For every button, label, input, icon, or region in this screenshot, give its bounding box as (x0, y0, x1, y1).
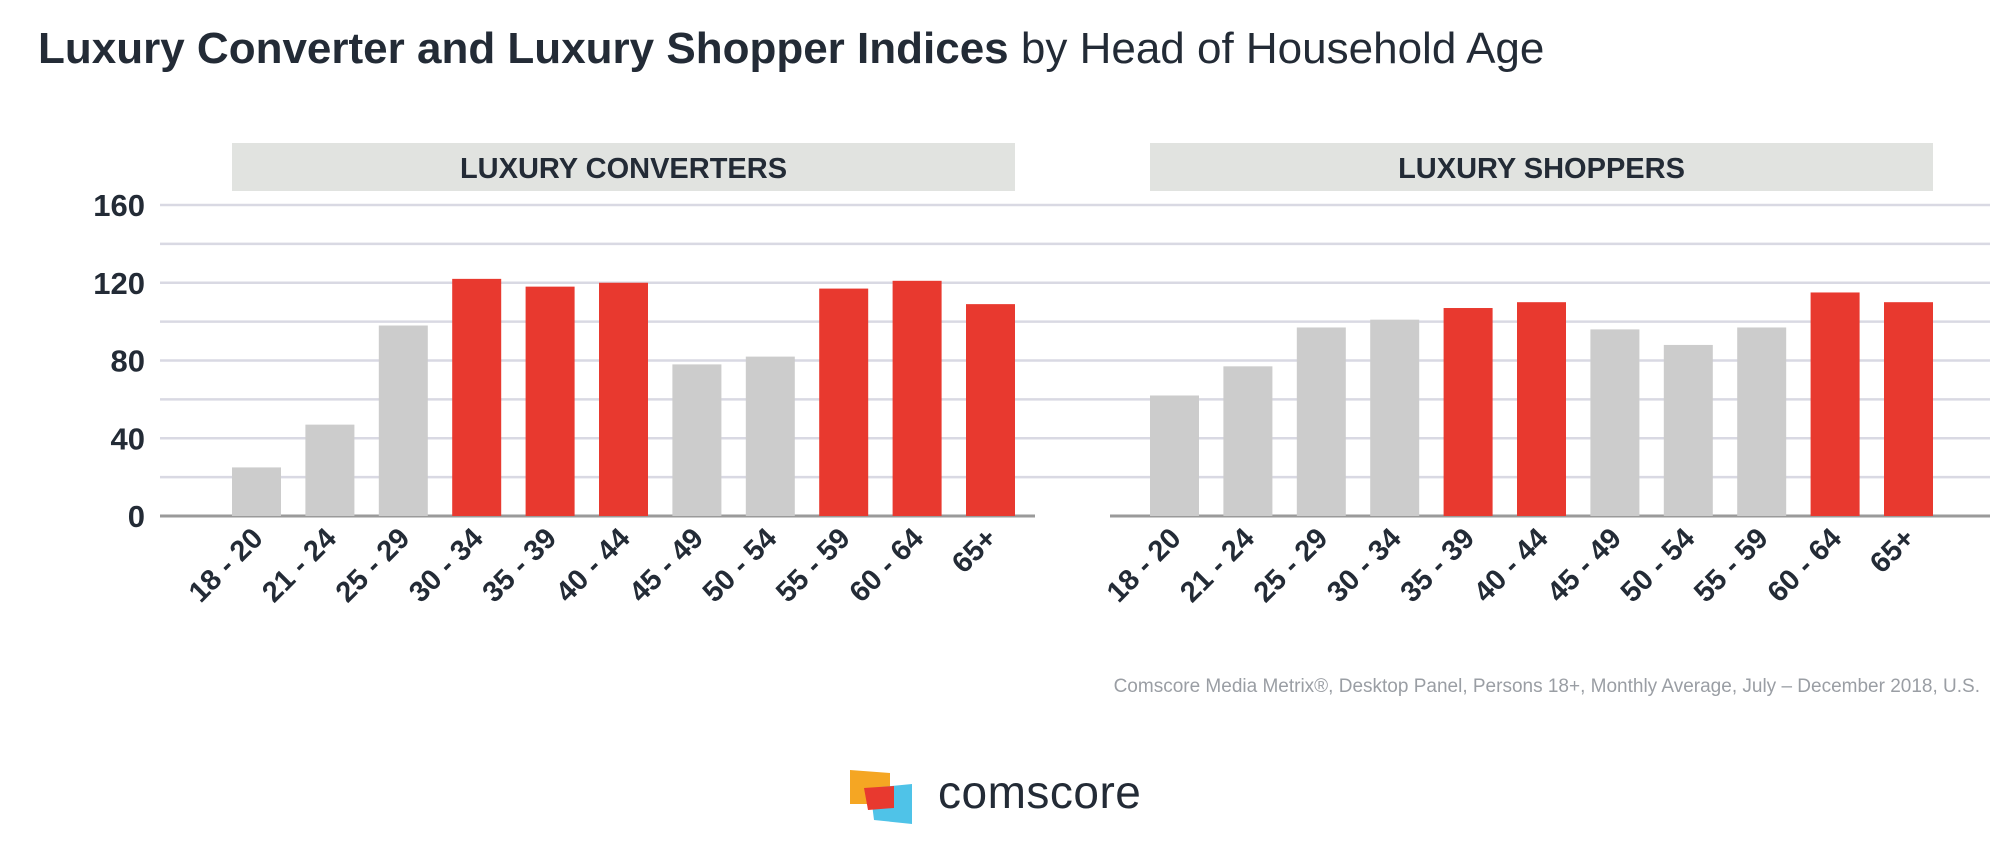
y-tick-label: 40 (111, 421, 145, 456)
logo-wordmark: comscore (938, 766, 1142, 818)
comscore-logo-icon (850, 770, 912, 824)
bar (232, 467, 281, 516)
panel-title: LUXURY CONVERTERS (460, 153, 787, 185)
panel-header (232, 143, 1015, 191)
x-tick-label: 50 - 54 (1615, 522, 1701, 608)
x-tick-label: 35 - 39 (477, 522, 563, 608)
bar (378, 325, 428, 516)
x-tick-label: 55 - 59 (770, 522, 856, 608)
bar (1737, 327, 1787, 516)
panel-title: LUXURY SHOPPERS (1398, 153, 1685, 185)
x-tick-label: 40 - 44 (1468, 522, 1554, 608)
bar (672, 364, 722, 516)
x-tick-label: 30 - 34 (1321, 522, 1407, 608)
x-tick-label: 25 - 29 (330, 522, 416, 608)
x-tick-label: 65+ (946, 522, 1003, 579)
y-tick-label: 80 (111, 344, 145, 379)
bar (1663, 344, 1713, 516)
x-tick-label: 40 - 44 (550, 522, 636, 608)
x-tick-label: 55 - 59 (1688, 522, 1774, 608)
x-tick-label: 45 - 49 (623, 522, 709, 608)
x-tick-label: 45 - 49 (1541, 522, 1627, 608)
y-tick-label: 120 (93, 266, 145, 301)
bar (745, 356, 795, 516)
bar (1223, 366, 1273, 516)
bar (305, 424, 355, 516)
chart-title-strong: Luxury Converter and Luxury Shopper Indi… (38, 24, 1009, 73)
x-tick-label: 30 - 34 (403, 522, 489, 608)
x-tick-label: 60 - 64 (844, 522, 930, 608)
bar (819, 288, 869, 516)
bar (1443, 308, 1493, 516)
x-tick-label: 21 - 24 (1174, 522, 1260, 608)
bar (892, 280, 942, 516)
bar (599, 282, 648, 516)
x-tick-label: 65+ (1864, 522, 1921, 579)
x-tick-label: 25 - 29 (1248, 522, 1334, 608)
x-tick-label: 21 - 24 (256, 522, 342, 608)
panel-header (1150, 143, 1933, 191)
x-tick-label: 18 - 20 (1101, 522, 1187, 608)
y-tick-label: 0 (128, 499, 145, 534)
bar (1150, 395, 1199, 516)
bar (1296, 327, 1346, 516)
bar (1370, 319, 1420, 516)
y-tick-label: 160 (93, 188, 145, 223)
bar (1517, 302, 1566, 516)
comscore-logo: comscore (850, 765, 1180, 825)
x-tick-label: 35 - 39 (1395, 522, 1481, 608)
source-note: Comscore Media Metrix®, Desktop Panel, P… (1113, 676, 1980, 697)
chart-title: Luxury Converter and Luxury Shopper Indi… (38, 24, 1544, 74)
chart-title-light: by Head of Household Age (1008, 24, 1545, 73)
x-tick-label: 18 - 20 (183, 522, 269, 608)
bar (525, 286, 575, 516)
x-tick-label: 50 - 54 (697, 522, 783, 608)
logo-red-shape (864, 786, 894, 810)
bar (966, 304, 1015, 516)
bar (1590, 329, 1640, 516)
bar (452, 278, 502, 516)
bar (1884, 302, 1933, 516)
x-tick-label: 60 - 64 (1762, 522, 1848, 608)
bar (1810, 292, 1860, 516)
